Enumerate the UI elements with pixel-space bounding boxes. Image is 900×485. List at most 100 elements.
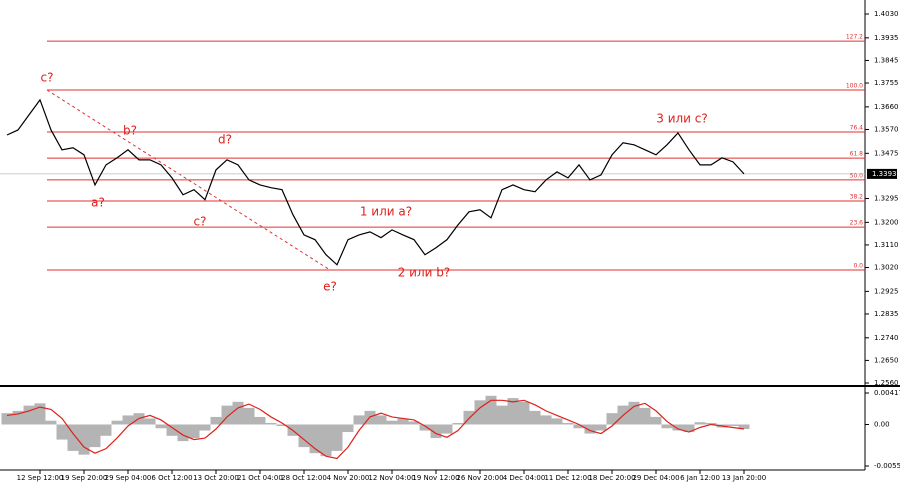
histogram-bar bbox=[320, 424, 332, 457]
fib-label: 100.0 bbox=[846, 83, 863, 90]
histogram-bar bbox=[353, 415, 365, 425]
histogram-bar bbox=[78, 424, 90, 455]
histogram-bar bbox=[342, 424, 354, 433]
histogram-bar bbox=[430, 424, 442, 439]
histogram-bar bbox=[584, 424, 596, 434]
histogram-bar bbox=[45, 420, 57, 425]
histogram-bar bbox=[485, 395, 497, 425]
y-tick-label: 0.00 bbox=[874, 420, 890, 428]
histogram-bar bbox=[727, 424, 739, 426]
y-tick-label: 0.00417 bbox=[874, 389, 900, 397]
y-tick-label: 1.3020 bbox=[874, 264, 899, 272]
histogram-bar bbox=[386, 420, 398, 425]
x-tick-label: 29 Dec 04:00 bbox=[632, 474, 679, 482]
y-tick-label: 1.3845 bbox=[874, 56, 899, 64]
fib-label: 0.0 bbox=[853, 263, 863, 270]
price-line bbox=[6, 98, 745, 266]
y-tick-label: 1.4030 bbox=[874, 10, 899, 18]
current-price-label: 1.3393 bbox=[872, 170, 897, 178]
histogram-bar bbox=[441, 424, 453, 434]
histogram-bar bbox=[122, 415, 134, 425]
histogram-bar bbox=[1, 413, 13, 425]
histogram-bar bbox=[507, 398, 519, 425]
y-tick-label: 1.3755 bbox=[874, 79, 899, 87]
histogram-bar bbox=[232, 401, 244, 425]
y-tick-label: 1.3200 bbox=[874, 218, 899, 226]
histogram-bar bbox=[639, 407, 651, 425]
x-tick-label: 11 Dec 12:00 bbox=[544, 474, 591, 482]
x-tick-label: 4 Dec 04:00 bbox=[503, 474, 546, 482]
signal-line bbox=[6, 399, 745, 460]
histogram-bar bbox=[309, 424, 321, 454]
y-tick-label: 1.3935 bbox=[874, 34, 899, 42]
wave-label: c? bbox=[41, 71, 54, 85]
wave-label: e? bbox=[323, 280, 337, 294]
histogram-bar bbox=[100, 424, 112, 436]
histogram-bar bbox=[694, 422, 706, 425]
y-tick-label: 1.3295 bbox=[874, 195, 899, 203]
x-tick-label: 12 Nov 04:00 bbox=[368, 474, 415, 482]
histogram-bar bbox=[144, 418, 156, 425]
histogram-bar bbox=[12, 410, 24, 425]
y-tick-label: 1.2740 bbox=[874, 334, 899, 342]
fib-label: 50.0 bbox=[850, 172, 864, 179]
y-tick-label: 1.3475 bbox=[874, 149, 899, 157]
fib-label: 38.2 bbox=[850, 194, 864, 201]
histogram-bar bbox=[551, 418, 563, 425]
histogram-bar bbox=[595, 424, 607, 431]
x-tick-label: 19 Nov 12:00 bbox=[412, 474, 459, 482]
wave-label: d? bbox=[218, 133, 232, 147]
histogram-bar bbox=[243, 407, 255, 425]
x-tick-label: 13 Jan 20:00 bbox=[722, 474, 766, 482]
histogram-bar bbox=[221, 405, 233, 425]
fib-label: 127.2 bbox=[846, 34, 863, 41]
x-tick-label: 4 Nov 20:00 bbox=[327, 474, 370, 482]
histogram-bar bbox=[254, 416, 266, 425]
histogram-bar bbox=[452, 422, 464, 425]
histogram-bar bbox=[419, 424, 431, 431]
histogram-bar bbox=[661, 424, 673, 429]
histogram-bar bbox=[199, 424, 211, 431]
histogram-bar bbox=[474, 400, 486, 425]
histogram-bar bbox=[331, 424, 343, 451]
histogram-bar bbox=[397, 418, 409, 425]
y-tick-label: -0.0055 bbox=[874, 462, 900, 470]
histogram-bar bbox=[210, 416, 222, 425]
histogram-bar bbox=[89, 424, 101, 448]
histogram-bar bbox=[705, 422, 717, 425]
histogram-bar bbox=[628, 401, 640, 425]
x-tick-label: 18 Dec 20:00 bbox=[588, 474, 635, 482]
y-tick-label: 1.2560 bbox=[874, 379, 899, 387]
histogram-bar bbox=[562, 422, 574, 425]
histogram-bar bbox=[375, 415, 387, 425]
histogram-bar bbox=[56, 424, 68, 440]
x-tick-label: 6 Jan 12:00 bbox=[680, 474, 720, 482]
x-tick-label: 29 Sep 04:00 bbox=[105, 474, 152, 482]
histogram-bar bbox=[111, 420, 123, 425]
histogram-bar bbox=[496, 405, 508, 425]
y-tick-label: 1.3110 bbox=[874, 241, 899, 249]
wave-label: 1 или a? bbox=[360, 205, 412, 219]
histogram-bar bbox=[606, 413, 618, 425]
histogram-bar bbox=[672, 424, 684, 431]
fib-label: 23.6 bbox=[850, 220, 864, 227]
x-tick-label: 21 Oct 04:00 bbox=[237, 474, 283, 482]
x-tick-label: 6 Oct 12:00 bbox=[151, 474, 192, 482]
histogram-bar bbox=[188, 424, 200, 439]
histogram-bar bbox=[23, 405, 35, 425]
histogram-bar bbox=[650, 416, 662, 425]
wave-label: a? bbox=[91, 196, 105, 210]
y-tick-label: 1.3570 bbox=[874, 125, 899, 133]
histogram-bar bbox=[683, 424, 695, 433]
x-tick-label: 28 Oct 12:00 bbox=[281, 474, 327, 482]
histogram-bar bbox=[276, 424, 288, 426]
histogram-bar bbox=[34, 403, 46, 425]
y-tick-label: 1.2835 bbox=[874, 310, 899, 318]
current-price-box bbox=[867, 168, 897, 179]
histogram-bar bbox=[67, 424, 79, 451]
histogram-bar bbox=[529, 410, 541, 425]
fib-label: 76.4 bbox=[850, 124, 864, 131]
wave-label: b? bbox=[123, 124, 137, 138]
